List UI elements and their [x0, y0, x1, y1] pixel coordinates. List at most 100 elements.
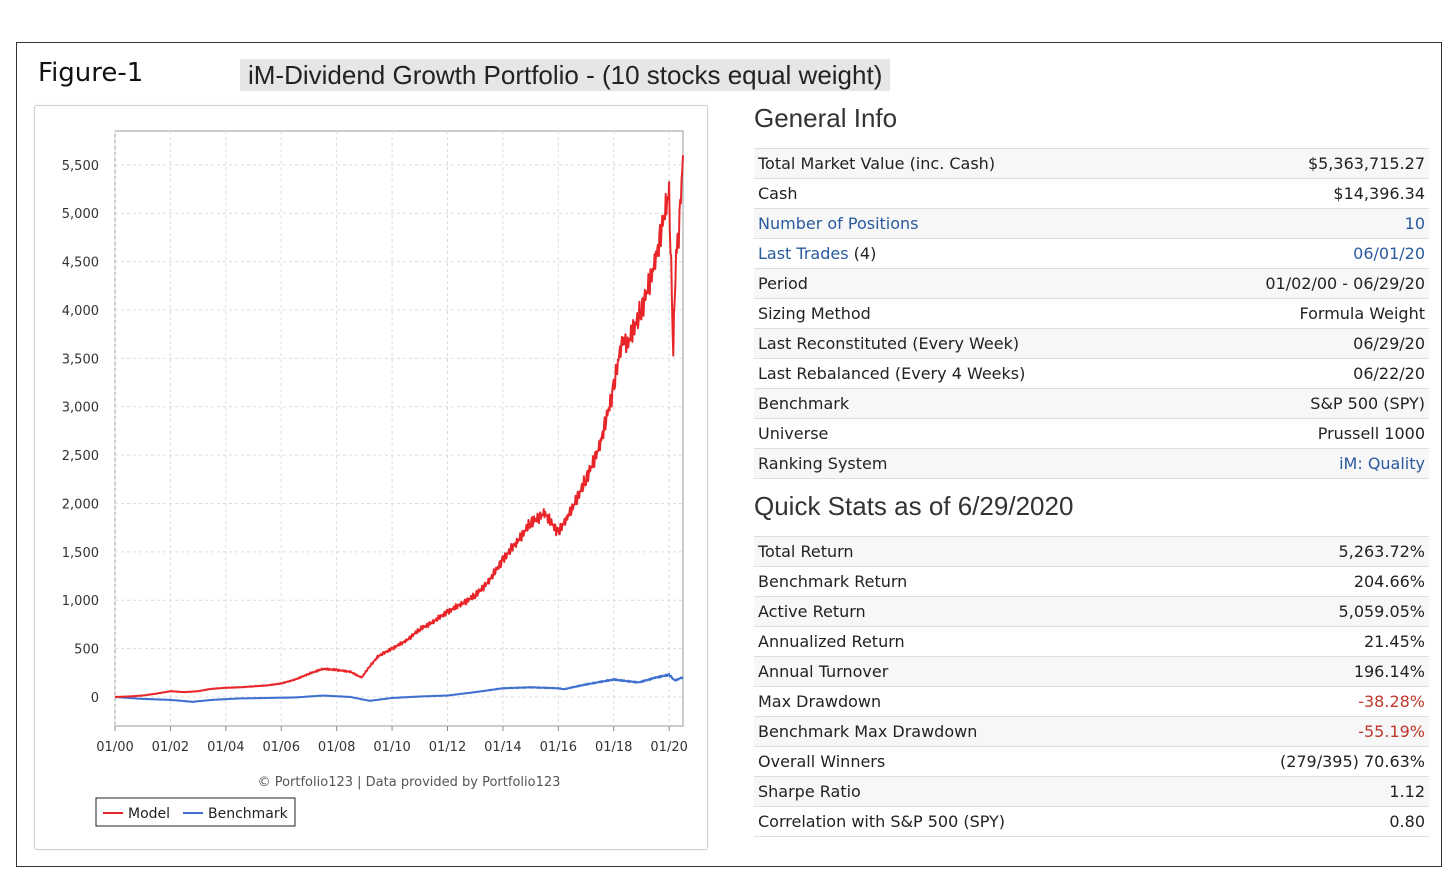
general-info-row-cash: Cash $14,396.34: [754, 178, 1429, 209]
quick-stats-row-benchmark-max-drawdown: Benchmark Max Drawdown -55.19%: [754, 716, 1429, 747]
chart-credit: © Portfolio123 | Data provided by Portfo…: [258, 775, 561, 790]
quick-stats-label: Overall Winners: [754, 747, 1176, 777]
cash-label: Cash: [758, 184, 798, 203]
total-return-value: 5,263.72%: [1338, 542, 1425, 561]
y-tick-label: 3,500: [62, 352, 99, 367]
active-return-value: 5,059.05%: [1338, 602, 1425, 621]
annual-turnover-value: 196.14%: [1353, 662, 1425, 681]
annual-turnover-label: Annual Turnover: [758, 662, 889, 681]
quick-stats-label: Correlation with S&P 500 (SPY): [754, 807, 1176, 837]
universe-value: Prussell 1000: [1317, 424, 1425, 443]
general-info-title: General Info: [754, 103, 898, 133]
figure-label: Figure-1: [38, 58, 144, 88]
general-info-label: Benchmark: [754, 389, 1174, 419]
general-info-label: Total Market Value (inc. Cash): [754, 149, 1174, 179]
portfolio-title: iM-Dividend Growth Portfolio - (10 stock…: [240, 59, 891, 91]
quick-stats-row-total-return: Total Return 5,263.72%: [754, 536, 1429, 567]
benchmark-max-drawdown-value: -55.19%: [1358, 722, 1425, 741]
max-drawdown-value: -38.28%: [1358, 692, 1425, 711]
quick-stats-row-correlation-with-s-p-500-spy: Correlation with S&P 500 (SPY) 0.80: [754, 806, 1429, 837]
series-line-model: [114, 155, 684, 698]
ranking-system-value[interactable]: iM: Quality: [1339, 454, 1425, 473]
sharpe-ratio-value: 1.12: [1389, 782, 1425, 801]
overall-winners-value: (279/395) 70.63%: [1279, 752, 1425, 771]
quick-stats-label: Benchmark Max Drawdown: [754, 717, 1176, 747]
quick-stats-label: Total Return: [754, 537, 1176, 567]
sizing-method-value: Formula Weight: [1299, 304, 1425, 323]
y-tick-label: 5,000: [62, 207, 99, 222]
period-label: Period: [758, 274, 808, 293]
correlation-with-s-p-500-spy-value: 0.80: [1389, 812, 1425, 831]
number-of-positions-value[interactable]: 10: [1404, 214, 1425, 233]
x-tick-label: 01/16: [540, 740, 577, 755]
sizing-method-label: Sizing Method: [758, 304, 871, 323]
correlation-with-s-p-500-spy-label: Correlation with S&P 500 (SPY): [758, 812, 1006, 831]
quick-stats-label: Annualized Return: [754, 627, 1176, 657]
last-reconstituted-every-week-value: 06/29/20: [1353, 334, 1425, 353]
y-tick-label: 2,000: [62, 497, 99, 512]
last-trades-count: (4): [848, 244, 877, 263]
x-tick-label: 01/02: [152, 740, 189, 755]
last-rebalanced-every-4-weeks-label: Last Rebalanced (Every 4 Weeks): [758, 364, 1026, 383]
max-drawdown-label: Max Drawdown: [758, 692, 882, 711]
plot-area: [114, 130, 684, 727]
y-tick-label: 0: [91, 691, 99, 706]
y-tick-label: 1,500: [62, 546, 99, 561]
quick-stats-label: Annual Turnover: [754, 657, 1176, 687]
general-info-row-universe: Universe Prussell 1000: [754, 418, 1429, 449]
benchmark-return-value: 204.66%: [1353, 572, 1425, 591]
x-tick-label: 01/20: [650, 740, 687, 755]
cash-value: $14,396.34: [1333, 184, 1425, 203]
quick-stats-row-benchmark-return: Benchmark Return 204.66%: [754, 566, 1429, 597]
y-tick-label: 3,000: [62, 401, 99, 416]
chart-panel: 0 500 1,000 1,500 2,000 2,500 3,000 3,500 4,000 4…: [34, 105, 708, 850]
general-info-row-last-trades: Last Trades (4) 06/01/20: [754, 238, 1429, 269]
last-trades-value[interactable]: 06/01/20: [1353, 244, 1425, 263]
total-market-value-inc-cash-label: Total Market Value (inc. Cash): [758, 154, 996, 173]
general-info-label: Last Trades (4): [754, 239, 1174, 269]
general-info-table: Total Market Value (inc. Cash) $5,363,715…: [754, 148, 1429, 479]
general-info-row-last-rebalanced-every-4-weeks: Last Rebalanced (Every 4 Weeks) 06/22/20: [754, 358, 1429, 389]
quick-stats-label: Max Drawdown: [754, 687, 1176, 717]
y-tick-label: 1,000: [62, 594, 99, 609]
quick-stats-label: Benchmark Return: [754, 567, 1176, 597]
general-info-row-total-market-value-inc-cash: Total Market Value (inc. Cash) $5,363,715…: [754, 148, 1429, 179]
quick-stats-row-overall-winners: Overall Winners (279/395) 70.63%: [754, 746, 1429, 777]
performance-chart: 0 500 1,000 1,500 2,000 2,500 3,000 3,500 4,000 4…: [62, 130, 688, 827]
quick-stats-row-max-drawdown: Max Drawdown -38.28%: [754, 686, 1429, 717]
y-tick-label: 4,500: [62, 256, 99, 271]
x-tick-label: 01/08: [318, 740, 355, 755]
annualized-return-label: Annualized Return: [758, 632, 905, 651]
annualized-return-value: 21.45%: [1363, 632, 1425, 651]
general-info-row-last-reconstituted-every-week: Last Reconstituted (Every Week) 06/29/20: [754, 328, 1429, 359]
x-tick-label: 01/10: [373, 740, 410, 755]
ranking-system-label: Ranking System: [758, 454, 888, 473]
general-info-label: Universe: [754, 419, 1174, 449]
last-trades-link[interactable]: Last Trades: [758, 244, 849, 263]
benchmark-max-drawdown-label: Benchmark Max Drawdown: [758, 722, 978, 741]
x-tick-label: 01/06: [263, 740, 300, 755]
number-of-positions-link[interactable]: Number of Positions: [758, 214, 919, 233]
x-tick-label: 01/00: [96, 740, 133, 755]
quick-stats-label: Active Return: [754, 597, 1176, 627]
figure-frame: [16, 42, 1442, 867]
quick-stats-row-annualized-return: Annualized Return 21.45%: [754, 626, 1429, 657]
general-info-label: Number of Positions: [754, 209, 1174, 239]
active-return-label: Active Return: [758, 602, 866, 621]
legend-label-benchmark: Benchmark: [208, 806, 289, 822]
general-info-label: Cash: [754, 179, 1174, 209]
y-tick-label: 4,000: [62, 304, 99, 319]
general-info-label: Last Reconstituted (Every Week): [754, 329, 1174, 359]
quick-stats-row-sharpe-ratio: Sharpe Ratio 1.12: [754, 776, 1429, 807]
general-info-row-ranking-system: Ranking System iM: Quality: [754, 448, 1429, 479]
total-market-value-inc-cash-value: $5,363,715.27: [1307, 154, 1425, 173]
total-return-label: Total Return: [758, 542, 854, 561]
general-info-row-sizing-method: Sizing Method Formula Weight: [754, 298, 1429, 329]
quick-stats-row-active-return: Active Return 5,059.05%: [754, 596, 1429, 627]
x-tick-label: 01/12: [429, 740, 466, 755]
universe-label: Universe: [758, 424, 829, 443]
quick-stats-title: Quick Stats as of 6/29/2020: [754, 491, 1074, 521]
general-info-label: Sizing Method: [754, 299, 1174, 329]
quick-stats-label: Sharpe Ratio: [754, 777, 1176, 807]
series-line-benchmark: [114, 673, 684, 703]
